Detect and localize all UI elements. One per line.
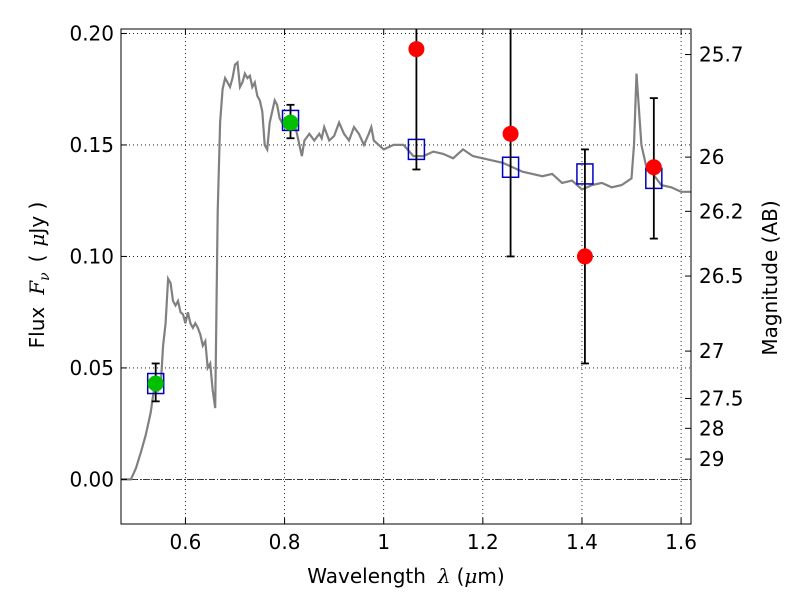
y-axis-label: FluxFν(μJy ) [25, 202, 53, 349]
y2-tick-label: 27.5 [699, 386, 744, 410]
y2-tick-label: 27 [699, 339, 724, 363]
x-tick-label: 1 [377, 530, 390, 554]
x-axis-label: Wavelength λ (μm) [307, 564, 504, 588]
grid [121, 29, 691, 524]
y2-tick-label: 26.5 [699, 264, 744, 288]
y2-tick-label: 25.7 [699, 43, 744, 67]
plot-area [121, 29, 691, 481]
red-data-point [576, 248, 593, 265]
y2-axis-ticks: 25.7 26 26.2 26.5 27 27.5 28 29 [685, 43, 744, 471]
x-tick-label: 1.4 [566, 530, 598, 554]
y-axis-ticks: 0.00 0.05 0.10 0.15 0.20 [69, 21, 127, 491]
x-tick-label: 0.6 [170, 530, 202, 554]
y-tick-label: 0.00 [69, 467, 114, 491]
y-tick-label: 0.20 [69, 21, 114, 45]
y2-tick-label: 26 [699, 145, 724, 169]
green-data-point [282, 114, 299, 131]
y2-tick-label: 29 [699, 447, 724, 471]
x-tick-label: 1.6 [665, 530, 697, 554]
y2-axis-label: Magnitude (AB) [758, 200, 782, 355]
red-data-point [645, 159, 662, 176]
y-tick-label: 0.15 [69, 133, 114, 157]
red-data-point [408, 41, 425, 58]
y-tick-label: 0.05 [69, 356, 114, 380]
red-data-point [502, 125, 519, 142]
x-tick-label: 1.2 [467, 530, 499, 554]
x-axis-ticks: 0.6 0.8 1 1.2 1.4 1.6 [170, 29, 697, 554]
y-tick-label: 0.10 [69, 244, 114, 268]
x-tick-label: 0.8 [269, 530, 301, 554]
y2-tick-label: 28 [699, 416, 724, 440]
green-data-point [147, 375, 164, 392]
y2-tick-label: 26.2 [699, 199, 744, 223]
